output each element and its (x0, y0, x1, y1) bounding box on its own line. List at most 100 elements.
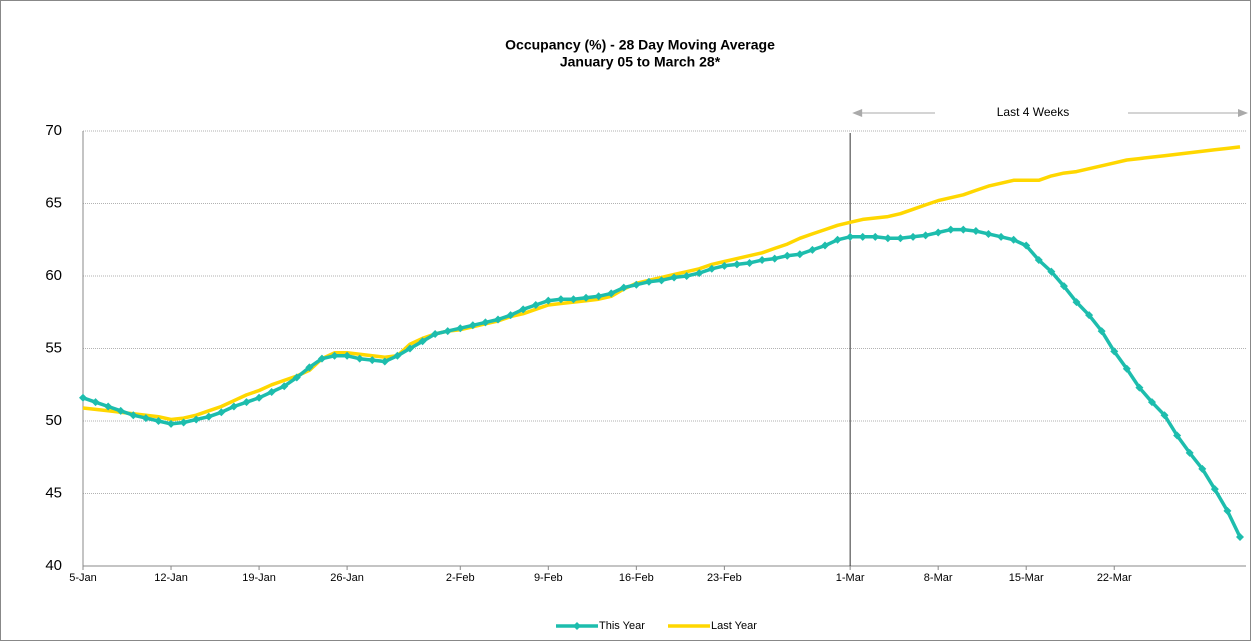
x-tick-label: 16-Feb (619, 572, 654, 584)
point-marker (871, 232, 880, 241)
y-tick-label: 55 (45, 339, 62, 356)
point-marker (79, 393, 87, 402)
point-marker (1198, 464, 1207, 473)
point-marker (934, 228, 943, 237)
point-marker (1160, 411, 1169, 420)
point-marker (531, 301, 540, 309)
point-marker (129, 411, 138, 420)
point-marker (682, 272, 691, 280)
point-marker (556, 295, 565, 304)
point-marker (820, 241, 829, 250)
point-marker (569, 295, 578, 304)
point-marker (607, 289, 616, 298)
point-marker (229, 402, 238, 411)
x-tick-label: 12-Jan (154, 572, 188, 584)
point-marker (104, 402, 113, 411)
point-marker (1110, 347, 1119, 356)
point-marker (418, 337, 427, 346)
point-marker (997, 232, 1006, 241)
y-tick-label: 70 (45, 122, 62, 139)
point-marker (255, 393, 264, 402)
x-tick-label: 15-Mar (1009, 572, 1044, 584)
point-marker (192, 415, 201, 424)
point-marker (1097, 327, 1106, 336)
arrow-head (1238, 109, 1248, 117)
point-marker (317, 354, 326, 363)
legend-marker (573, 622, 581, 630)
point-marker (644, 277, 653, 286)
point-marker (909, 232, 918, 241)
point-marker (921, 231, 930, 240)
point-marker (305, 363, 314, 372)
point-marker (946, 225, 955, 234)
point-marker (833, 235, 842, 244)
point-marker (393, 351, 402, 360)
point-marker (343, 351, 352, 360)
point-marker (632, 280, 641, 289)
point-marker (292, 373, 301, 382)
point-marker (544, 296, 553, 305)
point-marker (984, 229, 993, 238)
point-marker (1072, 298, 1081, 307)
point-marker (783, 251, 792, 260)
point-marker (443, 327, 452, 336)
point-marker (795, 250, 804, 259)
x-tick-label: 5-Jan (69, 572, 97, 584)
point-marker (154, 417, 163, 425)
point-marker (1085, 311, 1094, 320)
y-tick-label: 40 (45, 557, 62, 574)
point-marker (1047, 267, 1056, 276)
point-marker (1147, 398, 1156, 407)
point-marker (1185, 448, 1194, 457)
y-tick-label: 45 (45, 484, 62, 501)
point-marker (695, 269, 704, 278)
point-marker (368, 356, 377, 365)
point-marker (355, 354, 364, 363)
point-marker (670, 273, 679, 282)
point-marker (1122, 364, 1131, 373)
point-marker (116, 406, 125, 415)
point-marker (1034, 256, 1043, 265)
point-marker (519, 305, 528, 314)
point-marker (770, 254, 779, 263)
legend-label: This Year (599, 620, 645, 632)
point-marker (971, 227, 980, 236)
point-marker (405, 344, 414, 353)
point-marker (1210, 485, 1219, 494)
point-marker (745, 258, 754, 267)
legend-label: Last Year (711, 620, 757, 632)
point-marker (91, 398, 100, 407)
point-marker (707, 264, 716, 273)
y-tick-label: 60 (45, 267, 62, 284)
point-marker (1135, 383, 1144, 392)
point-marker (883, 234, 892, 243)
x-tick-label: 19-Jan (242, 572, 276, 584)
chart-subtitle: January 05 to March 28* (560, 54, 721, 70)
point-marker (1173, 431, 1182, 440)
point-marker (959, 225, 968, 234)
point-marker (846, 232, 855, 241)
point-marker (1009, 235, 1018, 244)
annotation-text: Last 4 Weeks (997, 105, 1069, 119)
point-marker (808, 245, 817, 254)
point-marker (494, 315, 503, 324)
arrow-head (852, 109, 863, 117)
point-marker (380, 357, 389, 366)
chart-title: Occupancy (%) - 28 Day Moving Average (505, 37, 775, 53)
point-marker (468, 321, 477, 330)
point-marker (141, 414, 150, 423)
point-marker (1022, 241, 1031, 250)
point-marker (732, 260, 741, 269)
point-marker (582, 293, 591, 302)
point-marker (1236, 533, 1244, 541)
y-tick-label: 50 (45, 412, 62, 429)
point-marker (242, 398, 251, 407)
point-marker (330, 351, 339, 360)
point-marker (267, 388, 276, 396)
point-marker (280, 382, 289, 391)
x-tick-label: 1-Mar (836, 572, 865, 584)
point-marker (758, 256, 767, 265)
point-marker (481, 318, 490, 327)
